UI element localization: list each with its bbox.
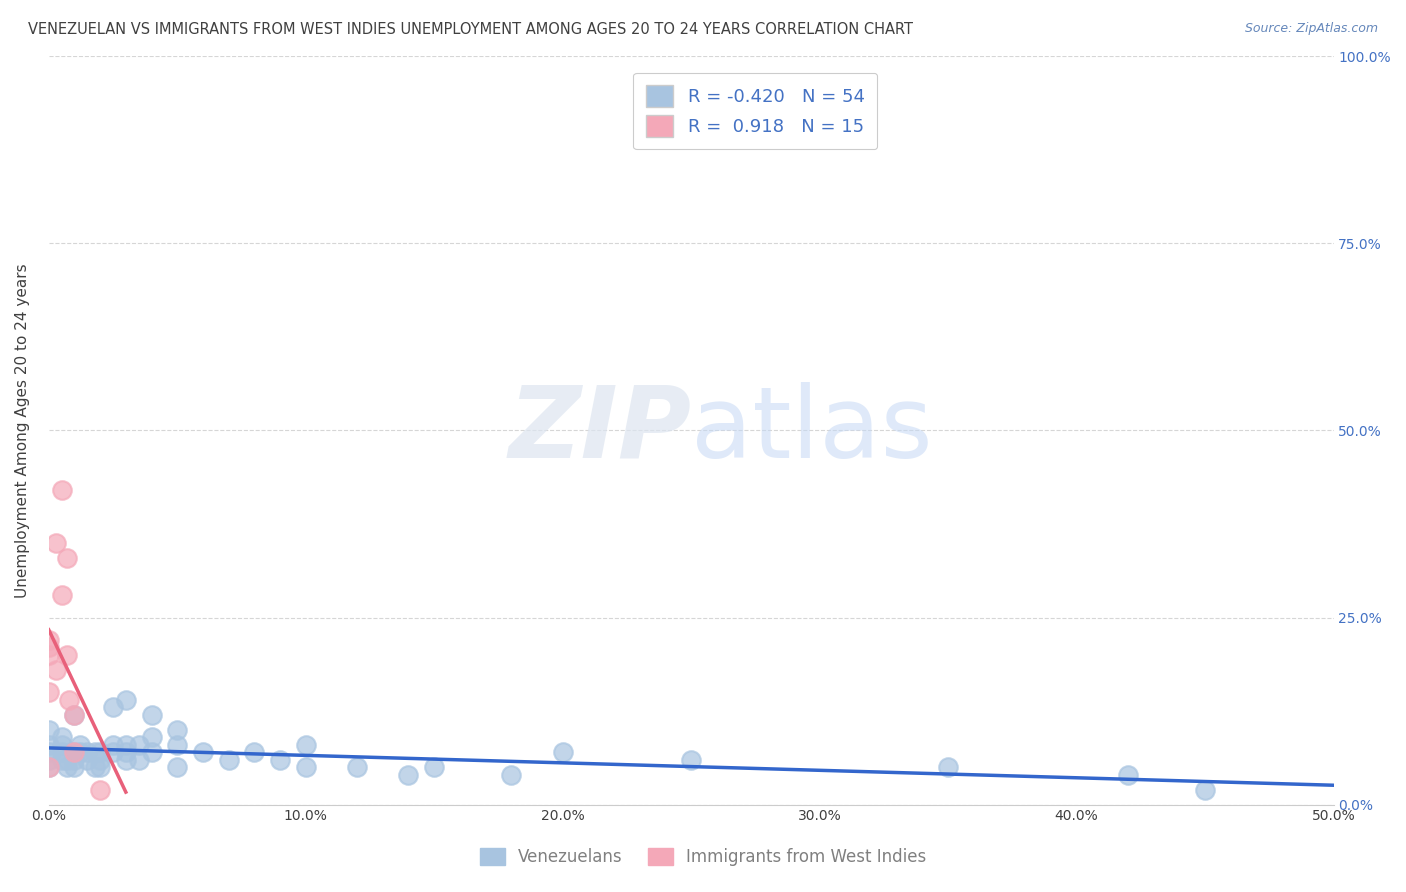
Point: [101, 745, 124, 759]
Point: [51, 753, 73, 767]
Point: [63, 707, 86, 722]
Point: [269, 753, 291, 767]
Point: [55, 550, 77, 565]
Point: [51, 738, 73, 752]
Point: [89, 782, 111, 797]
Point: [681, 753, 703, 767]
Point: [38, 745, 60, 759]
Point: [166, 738, 188, 752]
Point: [114, 738, 136, 752]
Legend: R = -0.420   N = 54, R =  0.918   N = 15: R = -0.420 N = 54, R = 0.918 N = 15: [634, 72, 877, 149]
Point: [114, 753, 136, 767]
Point: [63, 760, 86, 774]
Text: atlas: atlas: [692, 382, 932, 479]
Point: [89, 753, 111, 767]
Point: [423, 760, 446, 774]
Point: [63, 745, 86, 759]
Point: [55, 760, 77, 774]
Point: [141, 707, 163, 722]
Point: [38, 640, 60, 655]
Point: [294, 738, 316, 752]
Point: [38, 648, 60, 662]
Point: [84, 745, 107, 759]
Point: [38, 738, 60, 752]
Point: [84, 760, 107, 774]
Point: [38, 760, 60, 774]
Point: [51, 731, 73, 745]
Point: [294, 760, 316, 774]
Point: [166, 760, 188, 774]
Point: [191, 745, 214, 759]
Point: [218, 753, 240, 767]
Point: [76, 753, 98, 767]
Point: [166, 723, 188, 737]
Point: [76, 745, 98, 759]
Point: [63, 745, 86, 759]
Text: VENEZUELAN VS IMMIGRANTS FROM WEST INDIES UNEMPLOYMENT AMONG AGES 20 TO 24 YEARS: VENEZUELAN VS IMMIGRANTS FROM WEST INDIE…: [28, 22, 912, 37]
Point: [45, 663, 67, 677]
Point: [38, 760, 60, 774]
Point: [51, 588, 73, 602]
Point: [128, 753, 150, 767]
Point: [141, 745, 163, 759]
Point: [141, 731, 163, 745]
Y-axis label: Unemployment Among Ages 20 to 24 years: Unemployment Among Ages 20 to 24 years: [15, 263, 30, 598]
Point: [1116, 767, 1139, 781]
Point: [936, 760, 959, 774]
Point: [1194, 782, 1216, 797]
Point: [101, 738, 124, 752]
Point: [45, 535, 67, 549]
Point: [501, 767, 523, 781]
Point: [55, 648, 77, 662]
Point: [243, 745, 266, 759]
Point: [51, 483, 73, 498]
Point: [38, 632, 60, 647]
Point: [38, 685, 60, 699]
Point: [114, 693, 136, 707]
Point: [58, 693, 80, 707]
Point: [63, 753, 86, 767]
Point: [89, 760, 111, 774]
Point: [69, 738, 91, 752]
Point: [38, 753, 60, 767]
Point: [63, 707, 86, 722]
Point: [55, 753, 77, 767]
Point: [128, 738, 150, 752]
Point: [51, 745, 73, 759]
Legend: Venezuelans, Immigrants from West Indies: Venezuelans, Immigrants from West Indies: [471, 840, 935, 875]
Point: [398, 767, 420, 781]
Point: [69, 745, 91, 759]
Point: [346, 760, 368, 774]
Point: [89, 745, 111, 759]
Point: [38, 723, 60, 737]
Point: [114, 745, 136, 759]
Point: [551, 745, 574, 759]
Text: Source: ZipAtlas.com: Source: ZipAtlas.com: [1244, 22, 1378, 36]
Text: ZIP: ZIP: [508, 382, 692, 479]
Point: [101, 700, 124, 714]
